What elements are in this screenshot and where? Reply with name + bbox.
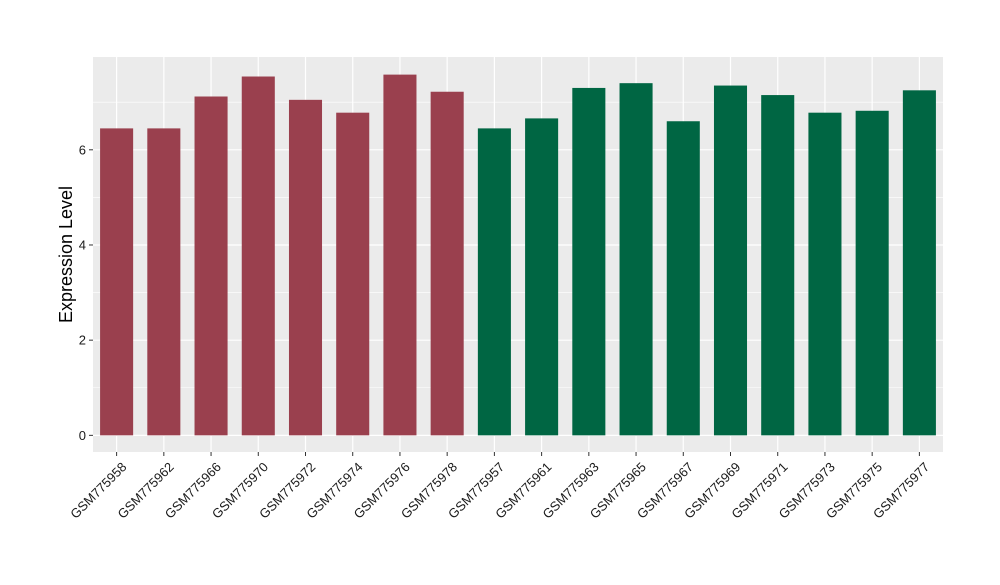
bar-GSM775963 — [572, 87, 606, 436]
bar-GSM775973 — [808, 112, 842, 436]
bar-GSM775974 — [336, 112, 370, 436]
bar-GSM775976 — [383, 74, 417, 436]
bar-GSM775970 — [241, 76, 275, 436]
bar-GSM775978 — [430, 91, 464, 436]
bar-GSM775958 — [100, 128, 134, 436]
y-axis: 0 2 4 6 — [79, 142, 93, 443]
bar-GSM775965 — [619, 83, 653, 436]
bar-GSM775962 — [147, 128, 181, 436]
bars — [100, 74, 936, 436]
plot-panel — [93, 57, 943, 452]
bar-GSM775975 — [855, 110, 889, 436]
bar-GSM775977 — [902, 90, 936, 436]
y-tick-label: 6 — [79, 142, 86, 157]
y-axis-title: Expression Level — [56, 186, 76, 323]
bar-GSM775957 — [477, 128, 511, 436]
bar-GSM775971 — [761, 95, 795, 436]
bar-GSM775966 — [194, 96, 228, 436]
bar-GSM775967 — [666, 121, 700, 436]
bar-GSM775961 — [525, 118, 559, 436]
bar-GSM775969 — [713, 85, 748, 436]
y-tick-label: 0 — [79, 428, 86, 443]
y-tick-label: 4 — [79, 237, 86, 252]
x-axis: GSM775958GSM775962GSM775966GSM775970GSM7… — [67, 452, 932, 522]
y-tick-label: 2 — [79, 333, 86, 348]
bar-GSM775972 — [288, 99, 323, 436]
